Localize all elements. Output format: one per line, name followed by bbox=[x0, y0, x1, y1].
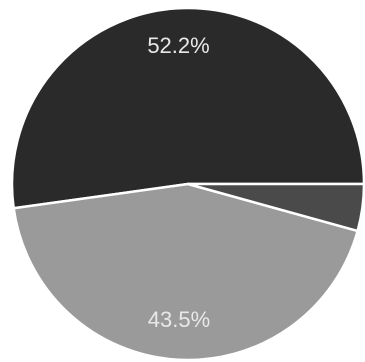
pie-slice-label-2: 43.5% bbox=[148, 307, 210, 332]
pie-slice-1 bbox=[10, 6, 365, 210]
pie-slice-2 bbox=[12, 182, 359, 362]
pie-slice-label-1: 52.2% bbox=[147, 33, 209, 58]
pie-slices bbox=[10, 6, 365, 362]
pie-labels: 52.2% 43.5% bbox=[147, 33, 210, 332]
pie-slice-3 bbox=[186, 182, 365, 233]
